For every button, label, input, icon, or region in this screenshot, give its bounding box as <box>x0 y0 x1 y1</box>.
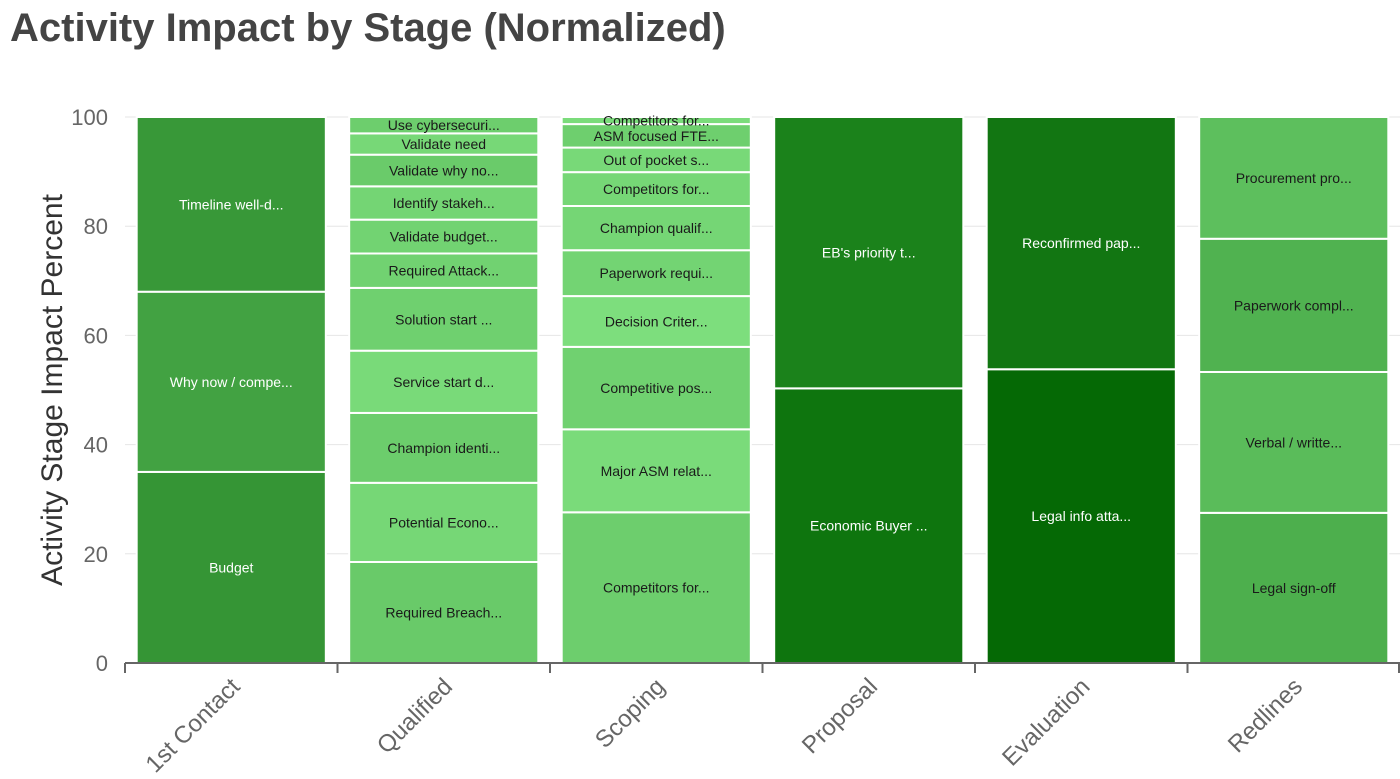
x-tick-label: Scoping <box>590 673 670 753</box>
bar-segment-label: Paperwork compl... <box>1234 297 1354 313</box>
y-tick-label: 100 <box>71 105 108 130</box>
bar-segment-label: ASM focused FTE... <box>594 128 719 144</box>
bar-segment-label: Potential Econo... <box>389 514 499 530</box>
bar-segment-label: Decision Criter... <box>605 313 708 329</box>
chart-title: Activity Impact by Stage (Normalized) <box>10 6 726 50</box>
bar-segment-label: Verbal / writte... <box>1246 434 1342 450</box>
bar-segment-label: Service start d... <box>393 374 494 390</box>
bar-segment-label: Solution start ... <box>395 311 492 327</box>
bar-segment[interactable] <box>560 146 752 174</box>
bar-segment-label: Procurement pro... <box>1236 170 1352 186</box>
bar-segment-label: Competitive pos... <box>600 380 712 396</box>
bar-segment-label: Identify stakeh... <box>393 195 495 211</box>
bar-stacks: Budget Why now / compe... Timeline well-d.… <box>135 113 1390 665</box>
bar-segment-label: Validate budget... <box>390 229 498 245</box>
bar-segment[interactable] <box>135 116 327 293</box>
bar-segment-label: Legal sign-off <box>1252 580 1336 596</box>
x-tick-label: Proposal <box>797 673 883 759</box>
y-axis-label: Activity Stage Impact Percent <box>36 193 69 585</box>
bar-segment[interactable] <box>560 511 752 665</box>
bar-segment[interactable] <box>1198 237 1390 373</box>
bar-stack: Required Breach... Potential Econo... Cham… <box>348 116 540 664</box>
bar-stack: Legal sign-off Verbal / writte... Paperwor… <box>1198 116 1390 664</box>
bar-segment-label: EB's priority t... <box>822 245 916 261</box>
bar-segment-label: Competitors for... <box>603 181 710 197</box>
x-tick-label: Redlines <box>1223 673 1308 758</box>
bar-segment-label: Why now / compe... <box>170 374 293 390</box>
bar-segment[interactable] <box>560 171 752 207</box>
bar-segment-label: Major ASM relat... <box>601 463 712 479</box>
bar-segment-label: Economic Buyer ... <box>810 518 928 534</box>
bar-segment[interactable] <box>348 411 540 484</box>
y-tick-label: 60 <box>84 323 108 348</box>
bar-segment[interactable] <box>135 470 327 664</box>
bar-segment[interactable] <box>773 116 965 390</box>
bar-segment[interactable] <box>773 387 965 664</box>
bar-segment-label: Competitors for... <box>603 580 710 596</box>
bar-segment-label: Timeline well-d... <box>179 196 284 212</box>
bar-segment[interactable] <box>560 204 752 252</box>
bar-stack: Economic Buyer ... EB's priority t... <box>773 116 965 664</box>
bar-segment-label: Reconfirmed pap... <box>1022 235 1140 251</box>
bar-segment[interactable] <box>348 481 540 563</box>
bar-segment[interactable] <box>348 218 540 255</box>
bar-segment-label: Budget <box>209 559 253 575</box>
bar-segment[interactable] <box>560 295 752 348</box>
y-tick-label: 40 <box>84 433 108 458</box>
bar-segment-label: Paperwork requi... <box>599 265 713 281</box>
bar-segment-label: Champion identi... <box>387 440 500 456</box>
bar-segment[interactable] <box>560 345 752 431</box>
y-tick-label: 0 <box>96 651 108 676</box>
bar-segment[interactable] <box>560 116 752 126</box>
bar-segment[interactable] <box>560 428 752 514</box>
x-tick-label: 1st Contact <box>141 673 246 778</box>
bar-segment[interactable] <box>348 252 540 289</box>
bar-segment-label: Required Attack... <box>388 263 499 279</box>
bar-segment[interactable] <box>135 290 327 473</box>
bar-segment-label: Validate need <box>401 136 486 152</box>
bar-stack: Competitors for... Major ASM relat... Comp… <box>560 113 752 665</box>
bar-segment-label: Champion qualif... <box>600 220 713 236</box>
y-tick-label: 80 <box>84 214 108 239</box>
bar-segment[interactable] <box>1198 370 1390 514</box>
bar-segment-label: Use cybersecuri... <box>388 117 500 133</box>
bar-segment[interactable] <box>348 286 540 352</box>
bar-segment[interactable] <box>1198 116 1390 240</box>
x-tick-label: Qualified <box>372 673 458 759</box>
bar-segment[interactable] <box>985 116 1177 371</box>
y-tick-label: 20 <box>84 542 108 567</box>
bar-segment-label: Legal info atta... <box>1031 508 1131 524</box>
bar-segment-label: Out of pocket s... <box>603 152 709 168</box>
x-tick-label: Evaluation <box>997 673 1095 771</box>
bar-stack: Budget Why now / compe... Timeline well-d.… <box>135 116 327 664</box>
bar-segment-label: Validate why no... <box>389 163 498 179</box>
bar-segment-label: Competitors for... <box>603 113 710 129</box>
bar-segment[interactable] <box>1198 511 1390 664</box>
bar-segment-label: Required Breach... <box>385 604 502 620</box>
bar-segment[interactable] <box>348 116 540 135</box>
bar-stack: Legal info atta... Reconfirmed pap... <box>985 116 1177 664</box>
bar-segment[interactable] <box>560 249 752 298</box>
bar-segment[interactable] <box>348 153 540 188</box>
